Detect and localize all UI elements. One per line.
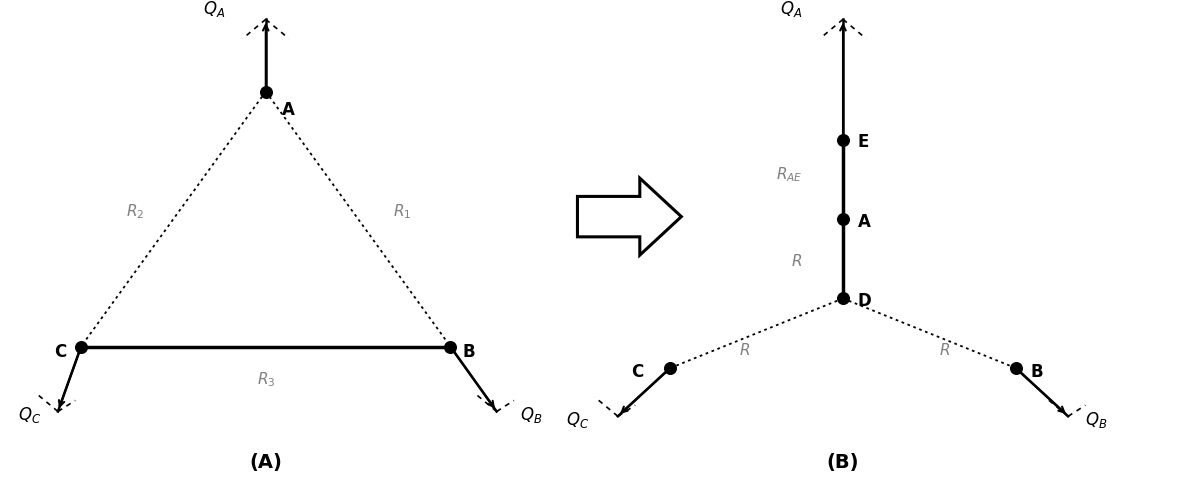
Text: $Q_B$: $Q_B$ (1085, 409, 1107, 430)
Point (661, 364, 680, 372)
Point (1007, 364, 1026, 372)
Text: $R$: $R$ (792, 253, 802, 269)
Text: $\bf{D}$: $\bf{D}$ (856, 292, 872, 310)
Text: $Q_A$: $Q_A$ (780, 0, 802, 19)
Text: $\bf{E}$: $\bf{E}$ (856, 133, 869, 151)
Text: $Q_C$: $Q_C$ (565, 409, 589, 430)
Point (257, 87, 276, 95)
Text: $R_{AE}$: $R_{AE}$ (776, 165, 802, 184)
Text: $R_2$: $R_2$ (126, 202, 145, 221)
Text: $R_1$: $R_1$ (392, 202, 411, 221)
Text: $\bf{A}$: $\bf{A}$ (856, 214, 872, 231)
Text: $\bf{C}$: $\bf{C}$ (54, 343, 67, 361)
Text: $\bf{C}$: $\bf{C}$ (631, 362, 644, 381)
Point (441, 343, 459, 351)
Text: $Q_B$: $Q_B$ (519, 405, 542, 425)
Text: $Q_A$: $Q_A$ (203, 0, 225, 19)
Point (72, 343, 91, 351)
Text: $R$: $R$ (740, 342, 750, 358)
Text: $\bf{B}$: $\bf{B}$ (1030, 362, 1044, 381)
Text: $R_3$: $R_3$ (257, 371, 274, 389)
Text: $\bf{A}$: $\bf{A}$ (280, 101, 296, 119)
Text: $R$: $R$ (939, 342, 951, 358)
Point (834, 136, 853, 143)
Text: $\bf{B}$: $\bf{B}$ (462, 343, 476, 361)
Text: (A): (A) (250, 453, 283, 472)
Text: (B): (B) (827, 453, 859, 472)
Point (834, 295, 853, 302)
Point (834, 215, 853, 223)
Polygon shape (577, 178, 681, 255)
Text: $Q_C$: $Q_C$ (18, 405, 41, 425)
